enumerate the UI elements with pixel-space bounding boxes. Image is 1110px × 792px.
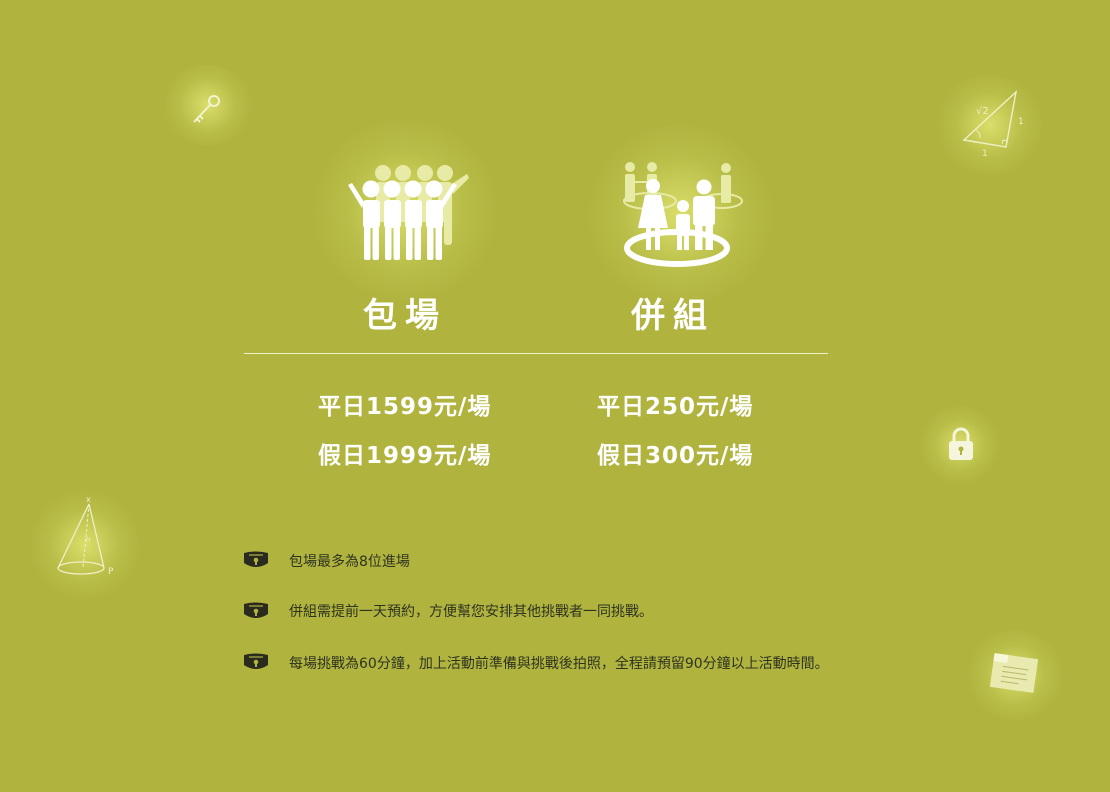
sticky-note-icon xyxy=(989,653,1039,693)
note-text: 包場最多為8位進場 xyxy=(289,554,410,570)
divider xyxy=(244,353,828,354)
cone-doodle-icon: x P h xyxy=(57,496,114,577)
lock-icon xyxy=(949,427,973,460)
lock-badge-icon xyxy=(244,653,268,669)
triangle-doodle-icon: √2 1 1 xyxy=(962,90,1024,159)
svg-text:1: 1 xyxy=(982,149,988,159)
svg-text:h: h xyxy=(86,536,90,544)
plan-private-weekday-price: 平日1599元/場 xyxy=(318,394,492,420)
svg-text:P: P xyxy=(108,567,114,577)
plan-shared-holiday-price: 假日300元/場 xyxy=(597,443,754,469)
lock-badge-icon xyxy=(244,602,268,618)
svg-text:1: 1 xyxy=(1018,117,1024,127)
svg-text:x: x xyxy=(86,496,91,504)
note-text: 每場挑戰為60分鐘，加上活動前準備與挑戰後拍照，全程請預留90分鐘以上活動時間。 xyxy=(289,656,829,672)
key-icon xyxy=(193,95,220,123)
lock-badge-icon xyxy=(244,551,268,567)
plan-title-shared: 併組 xyxy=(631,296,715,336)
group-people-icon xyxy=(348,165,469,260)
family-group-icon xyxy=(623,162,743,267)
note-text: 併組需提前一天預約，方便幫您安排其他挑戰者一同挑戰。 xyxy=(289,604,653,620)
plan-shared-weekday-price: 平日250元/場 xyxy=(597,394,754,420)
plan-title-private: 包場 xyxy=(363,296,447,336)
svg-text:√2: √2 xyxy=(976,106,989,117)
plan-private-holiday-price: 假日1999元/場 xyxy=(318,443,492,469)
